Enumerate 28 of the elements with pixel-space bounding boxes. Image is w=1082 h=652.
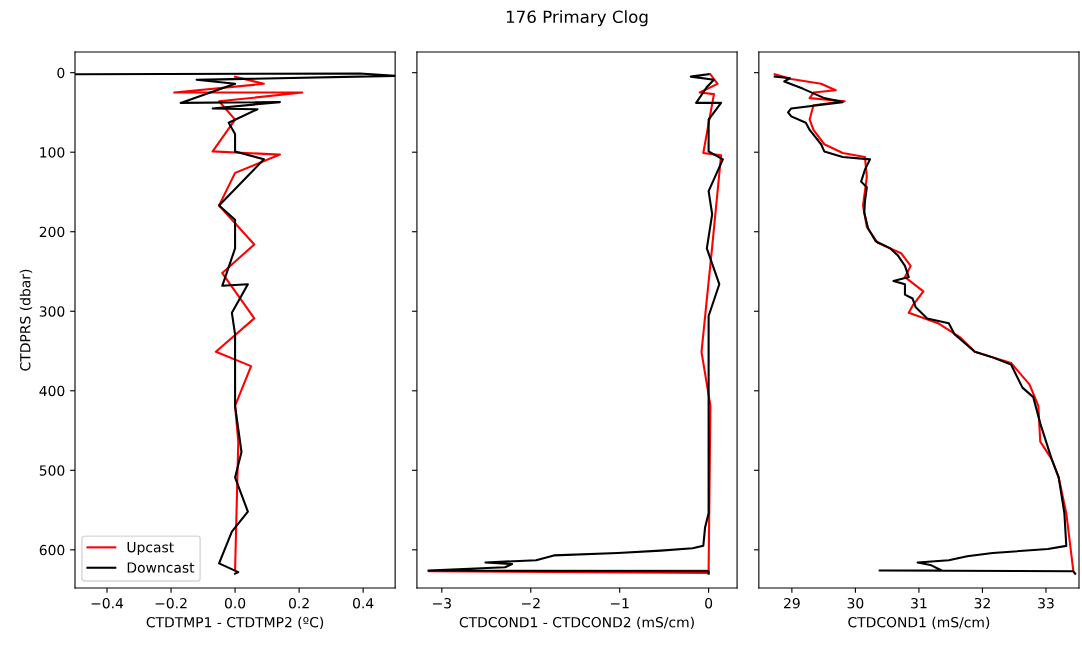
x-tick-label: 0.2 — [288, 597, 309, 609]
x-tick-label: 0.4 — [353, 597, 374, 609]
x-tick-label: 0 — [705, 597, 713, 609]
legend-label: Downcast — [127, 562, 195, 573]
x-tick-label: 32 — [974, 597, 990, 609]
x-tick-label: −2 — [521, 597, 540, 609]
x-tick-label: −0.4 — [91, 597, 124, 609]
x-tick-label: 33 — [1038, 597, 1054, 609]
x-tick-label: 30 — [847, 597, 864, 609]
x-axis-title: CTDTMP1 - CTDTMP2 (ºC) — [146, 616, 324, 630]
y-tick-label: 100 — [40, 147, 65, 158]
legend-label: Upcast — [127, 542, 174, 556]
y-tick-label: 500 — [39, 465, 65, 476]
x-tick-label: 31 — [911, 597, 927, 609]
y-tick-label: 300 — [39, 306, 65, 317]
x-axis-title: CTDCOND1 - CTDCOND2 (mS/cm) — [459, 616, 694, 630]
y-tick-label: 0 — [57, 67, 65, 79]
chart-title: 176 Primary Clog — [506, 10, 648, 27]
x-tick-label: 0.0 — [224, 597, 246, 609]
x-tick-label: 29 — [784, 597, 800, 609]
x-tick-label: −0.2 — [155, 597, 187, 609]
x-axis-title: CTDCOND1 (mS/cm) — [848, 616, 990, 630]
x-tick-label: −1 — [610, 598, 629, 609]
x-tick-label: −3 — [433, 597, 451, 609]
y-tick-label: 600 — [39, 544, 65, 556]
y-axis-title: CTDPRS (dbar) — [19, 269, 33, 371]
y-tick-label: 200 — [39, 226, 65, 238]
y-tick-label: 400 — [39, 385, 65, 397]
